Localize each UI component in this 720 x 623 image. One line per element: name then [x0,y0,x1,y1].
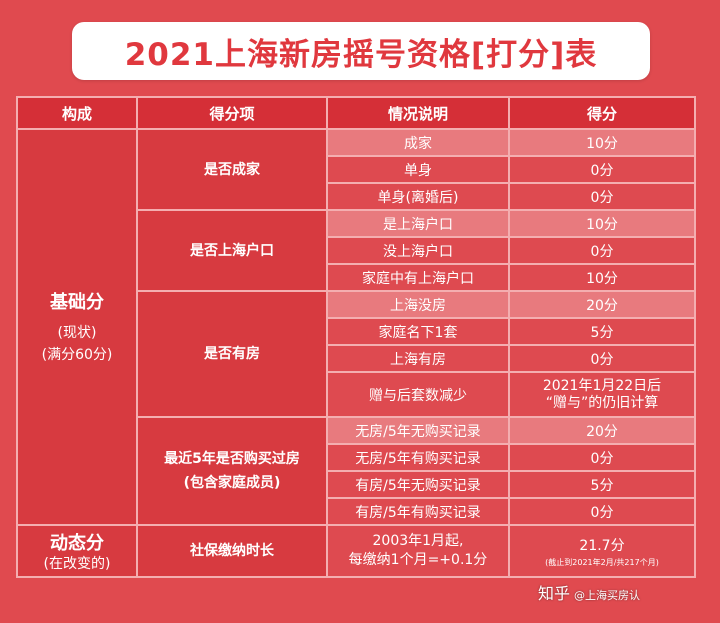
header-description: 情况说明 [326,96,510,130]
table-row: 家庭名下1套 5分 [17,317,696,346]
base-score-cell: 基础分 (现状) (满分60分) [16,128,138,526]
row-desc: 有房/5年无购买记录 [326,470,510,499]
item-married: 是否成家 [136,128,328,211]
row-desc: 上海有房 [326,344,510,373]
table-row: 有房/5年有购买记录 0分 [17,497,696,526]
row-score-note: 2021年1月22日后 “赠与”的仍旧计算 [508,371,696,418]
row-score: 5分 [508,317,696,346]
row-score: 10分 [508,263,696,292]
row-score: 0分 [508,182,696,211]
watermark-handle: @上海买房认 [574,589,641,602]
dynamic-score-sub: (在改变的) [43,556,111,572]
table-header-row: 构成 得分项 情况说明 得分 [16,96,696,130]
table-row: 是否有房 上海没房 20分 [17,290,696,418]
item-recent-purchase-line1: 最近5年是否购买过房 [164,451,300,467]
row-score: 0分 [508,155,696,184]
item-social-security: 社保缴纳时长 [136,524,328,578]
row-desc: 单身(离婚后) [326,182,510,211]
row-score: 0分 [508,344,696,373]
row-desc: 家庭名下1套 [326,317,510,346]
watermark-text: 知乎 [538,584,571,603]
row-score: 5分 [508,470,696,499]
title-banner: 2021上海新房摇号资格[打分]表 [72,22,650,80]
row-score: 0分 [508,497,696,526]
table-row: 家庭中有上海户口 10分 [17,263,696,292]
dynamic-desc-line1: 2003年1月起, [372,533,464,549]
base-score-label: 基础分 [50,292,104,313]
dynamic-score-note: (截止到2021年2月/共217个月) [545,557,659,567]
row-desc: 是上海户口 [326,209,510,238]
row-score: 10分 [508,209,696,238]
dynamic-desc: 2003年1月起, 每缴纳1个月=+0.1分 [326,524,510,578]
table-row: 单身 0分 [17,155,696,184]
row-score: 0分 [508,236,696,265]
row-desc: 有房/5年有购买记录 [326,497,510,526]
table-row: 单身(离婚后) 0分 [17,182,696,211]
dynamic-score-value: 21.7分 [579,537,625,554]
row-desc: 无房/5年有购买记录 [326,443,510,472]
item-hukou: 是否上海户口 [136,209,328,292]
row-desc: 家庭中有上海户口 [326,263,510,292]
table-row: 有房/5年无购买记录 5分 [17,470,696,499]
watermark: 知乎 @上海买房认 [538,580,640,604]
header-score-item: 得分项 [136,96,328,130]
table-row: 是否上海户口 是上海户口 10分 [17,209,696,292]
table-row: 上海有房 0分 [17,344,696,373]
table-row: 最近5年是否购买过房 (包含家庭成员) 无房/5年无购买记录 20分 [17,416,696,526]
header-score: 得分 [508,96,696,130]
table-row: 无房/5年有购买记录 0分 [17,443,696,472]
header-composition: 构成 [16,96,138,130]
item-recent-purchase-line2: (包含家庭成员) [183,475,281,491]
table-row: 赠与后套数减少 2021年1月22日后 “赠与”的仍旧计算 [17,371,696,418]
page-title: 2021上海新房摇号资格[打分]表 [124,36,598,73]
score-table: 构成 得分项 情况说明 得分 基础分 (现状) (满分60分) 是否成家 成家 … [16,96,696,578]
score-note-line1: 2021年1月22日后 [542,377,662,394]
dynamic-score-label: 动态分 [50,533,104,554]
base-score-sub2: (满分60分) [41,347,113,363]
dynamic-desc-line2: 每缴纳1个月=+0.1分 [348,552,488,568]
row-desc: 单身 [326,155,510,184]
row-score: 20分 [508,290,696,319]
row-score: 20分 [508,416,696,445]
item-own-house: 是否有房 [136,290,328,418]
base-score-sub1: (现状) [57,325,97,341]
table-row: 基础分 (现状) (满分60分) 是否成家 成家 10分 [16,128,696,526]
dynamic-score-cell: 动态分 (在改变的) [16,524,138,578]
row-desc: 成家 [326,128,510,157]
table-row: 动态分 (在改变的) 社保缴纳时长 2003年1月起, 每缴纳1个月=+0.1分… [16,524,696,578]
row-score: 0分 [508,443,696,472]
score-note-line2: “赠与”的仍旧计算 [545,394,659,411]
row-desc: 赠与后套数减少 [326,371,510,418]
item-recent-purchase: 最近5年是否购买过房 (包含家庭成员) [136,416,328,526]
row-desc: 无房/5年无购买记录 [326,416,510,445]
row-score: 10分 [508,128,696,157]
row-desc: 没上海户口 [326,236,510,265]
table-row: 没上海户口 0分 [17,236,696,265]
dynamic-score: 21.7分 (截止到2021年2月/共217个月) [508,524,696,578]
row-desc: 上海没房 [326,290,510,319]
